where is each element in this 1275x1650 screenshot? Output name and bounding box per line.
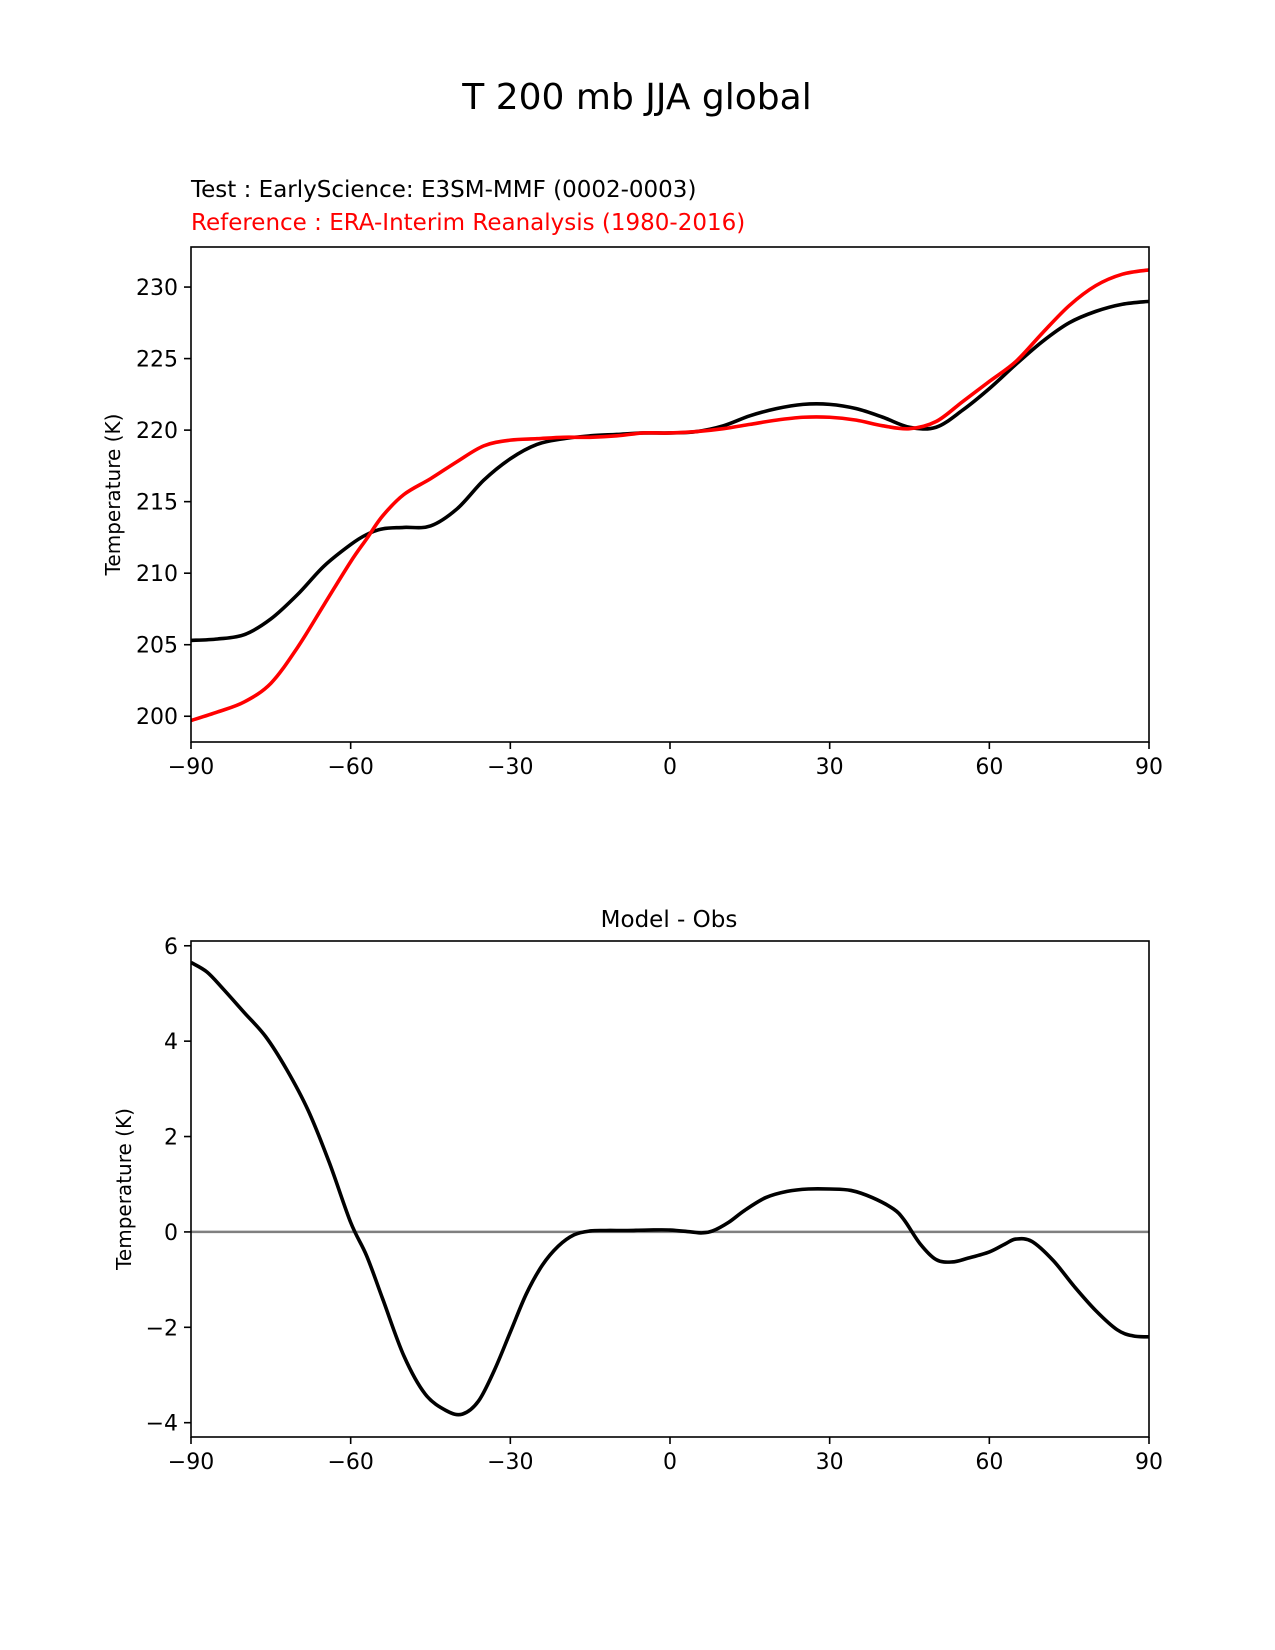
top-x-tick-label: 0 — [663, 755, 677, 780]
top-panel: Test : EarlyScience: E3SM-MMF (0002-0003… — [101, 177, 1163, 780]
bottom-y-tick-label: 4 — [164, 1030, 178, 1055]
bottom-x-tick-label: 90 — [1135, 1450, 1163, 1475]
top-y-tick-label: 225 — [136, 348, 178, 373]
bottom-x-tick-label: −30 — [487, 1450, 533, 1475]
bottom-x-tick-label: 60 — [975, 1450, 1003, 1475]
bottom-y-tick-label: −4 — [146, 1412, 178, 1437]
top-series-line-reference — [191, 268, 1149, 723]
bottom-y-tick-label: 6 — [164, 935, 178, 960]
bottom-y-tick-label: 0 — [164, 1221, 178, 1246]
top-y-tick-label: 200 — [136, 705, 178, 730]
bottom-plot-area: −90 −60 −30 0 30 60 90 −4 −2 0 2 4 6 Temperature (K) — [112, 935, 1163, 1475]
top-y-tick-label: 215 — [136, 491, 178, 516]
bottom-y-tick-label: −2 — [146, 1316, 178, 1341]
reference-label: Reference : ERA-Interim Reanalysis (1980… — [191, 210, 745, 236]
bottom-panel-title: Model - Obs — [601, 907, 738, 933]
bottom-x-tick-label: 30 — [816, 1450, 844, 1475]
top-x-tick-label: −30 — [487, 755, 533, 780]
bottom-x-tick-label: −90 — [168, 1450, 214, 1475]
bottom-y-tick-label: 2 — [164, 1126, 178, 1151]
top-y-axis-label: Temperature (K) — [101, 414, 125, 577]
bottom-panel: Model - Obs −90 −60 −30 0 30 60 90 −4 −2 0 2 4 6 Temp… — [112, 907, 1163, 1475]
figure-suptitle: T 200 mb JJA global — [461, 77, 811, 118]
top-y-tick-label: 210 — [136, 562, 178, 587]
bottom-y-axis-label: Temperature (K) — [112, 1108, 136, 1271]
top-y-tick-label: 230 — [136, 276, 178, 301]
top-x-tick-label: 30 — [816, 755, 844, 780]
bottom-series-line-model-obs — [191, 960, 1149, 1417]
test-label: Test : EarlyScience: E3SM-MMF (0002-0003… — [190, 177, 696, 203]
top-y-tick-label: 205 — [136, 634, 178, 659]
top-x-tick-label: 90 — [1135, 755, 1163, 780]
bottom-x-tick-label: −60 — [327, 1450, 373, 1475]
top-plot-area: −90 −60 −30 0 30 60 90 200 205 210 215 220 225 230 Tem… — [101, 246, 1163, 780]
top-y-tick-label: 220 — [136, 419, 178, 444]
top-x-tick-label: −60 — [327, 755, 373, 780]
bottom-x-tick-label: 0 — [663, 1450, 677, 1475]
top-x-tick-label: 60 — [975, 755, 1003, 780]
top-x-tick-label: −90 — [168, 755, 214, 780]
